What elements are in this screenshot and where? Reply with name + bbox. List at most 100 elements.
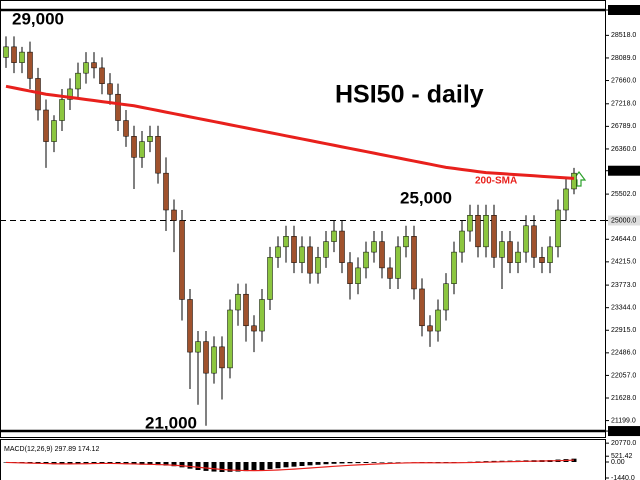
- candle-body: [227, 309, 233, 369]
- candle-body: [131, 136, 137, 158]
- macd-bar: [179, 462, 185, 468]
- candle-body: [427, 325, 433, 332]
- candle-body: [99, 67, 105, 84]
- y-tick-label: 29000.0: [611, 7, 636, 14]
- macd-bar: [147, 462, 153, 465]
- candle-body: [515, 251, 521, 263]
- y-tick-label: 25946.3: [611, 168, 636, 175]
- candle-body: [547, 246, 553, 263]
- candle-body: [163, 172, 169, 211]
- candle-body: [107, 83, 113, 95]
- candle-body: [211, 346, 217, 374]
- candle-body: [435, 309, 441, 332]
- macd-bar: [339, 462, 345, 464]
- candle-body: [523, 225, 529, 253]
- macd-title: MACD(12,26,9) 297.89 174.12: [4, 446, 99, 453]
- candle-body: [11, 46, 17, 63]
- tick-highlight: [608, 426, 640, 437]
- y-tick-label: 21000.0: [611, 428, 636, 435]
- macd-bar: [195, 462, 201, 470]
- candle-body: [387, 267, 393, 279]
- y-tick-label: 25502.0: [611, 191, 636, 198]
- candle-body: [251, 325, 257, 332]
- macd-bar: [243, 462, 249, 472]
- candle-body: [123, 120, 129, 137]
- candle-body: [195, 341, 201, 353]
- candle-body: [379, 241, 385, 269]
- tick-highlight: [608, 215, 640, 226]
- macd-bar: [59, 462, 65, 465]
- candle-body: [43, 109, 49, 142]
- candle-body: [147, 136, 153, 142]
- macd-bar: [67, 462, 73, 464]
- candle-body: [19, 51, 25, 63]
- candle-body: [275, 246, 281, 258]
- y-tick-label: 26360.0: [611, 146, 636, 153]
- y-tick-label: 27660.0: [611, 77, 636, 84]
- y-tick-label: 25000.0: [611, 217, 636, 224]
- macd-bar: [163, 462, 169, 466]
- macd-bar: [83, 462, 89, 464]
- candle-body: [355, 267, 361, 284]
- candle-body: [27, 51, 33, 79]
- macd-bar: [139, 462, 145, 465]
- macd-bar: [227, 462, 233, 472]
- y-tick-label: 23773.0: [611, 282, 636, 289]
- macd-bar: [475, 461, 481, 462]
- macd-bar: [323, 462, 329, 465]
- candle-body: [491, 215, 497, 258]
- candle-body: [459, 230, 465, 253]
- macd-bar: [219, 462, 225, 472]
- macd-bar: [115, 462, 121, 464]
- candle-body: [75, 72, 81, 90]
- y-tick-label: 0.00: [611, 459, 625, 466]
- y-tick-label: 22486.0: [611, 350, 636, 357]
- y-tick-label: 22057.0: [611, 372, 636, 379]
- candle-body: [219, 346, 225, 369]
- candle-body: [115, 93, 121, 121]
- macd-bar: [123, 462, 129, 465]
- macd-bar: [275, 462, 281, 469]
- candle-body: [555, 209, 561, 248]
- y-tick-label: 21628.0: [611, 395, 636, 402]
- candle-body: [155, 136, 161, 174]
- macd-bar: [203, 462, 209, 471]
- candle-body: [67, 88, 73, 100]
- macd-bar: [259, 462, 265, 470]
- candle-body: [243, 293, 249, 327]
- candle-body: [467, 215, 473, 232]
- macd-bar: [211, 462, 217, 472]
- y-tick-label: -1440.0: [611, 475, 635, 480]
- chart-title: HSI50 - daily: [335, 81, 484, 109]
- y-tick-label: 28089.0: [611, 55, 636, 62]
- macd-bar: [307, 462, 313, 466]
- candle-body: [395, 246, 401, 279]
- candle-body: [499, 241, 505, 258]
- candle-body: [531, 225, 537, 258]
- candle-body: [91, 62, 97, 69]
- macd-bar: [363, 462, 369, 463]
- candle-body: [403, 236, 409, 248]
- macd-bar: [483, 461, 489, 462]
- macd-bar: [99, 462, 105, 464]
- candle-body: [347, 262, 353, 284]
- macd-bar: [283, 462, 289, 468]
- macd-bar: [355, 462, 361, 464]
- candle-body: [259, 299, 265, 332]
- candle-body: [571, 172, 577, 190]
- candle-body: [475, 215, 481, 248]
- candle-body: [323, 241, 329, 258]
- y-tick-label: 26789.0: [611, 123, 636, 130]
- macd-bar: [299, 462, 305, 466]
- y-tick-label: 21199.0: [611, 417, 636, 424]
- candle-body: [363, 251, 369, 269]
- y-tick-label: 24215.0: [611, 259, 636, 266]
- main-panel-frame: [0, 0, 606, 438]
- y-tick-label: 28518.0: [611, 32, 636, 39]
- candle-body: [331, 230, 337, 242]
- candle-body: [451, 251, 457, 284]
- candle-body: [267, 257, 273, 300]
- candle-body: [419, 288, 425, 327]
- macd-panel-frame: [0, 439, 606, 480]
